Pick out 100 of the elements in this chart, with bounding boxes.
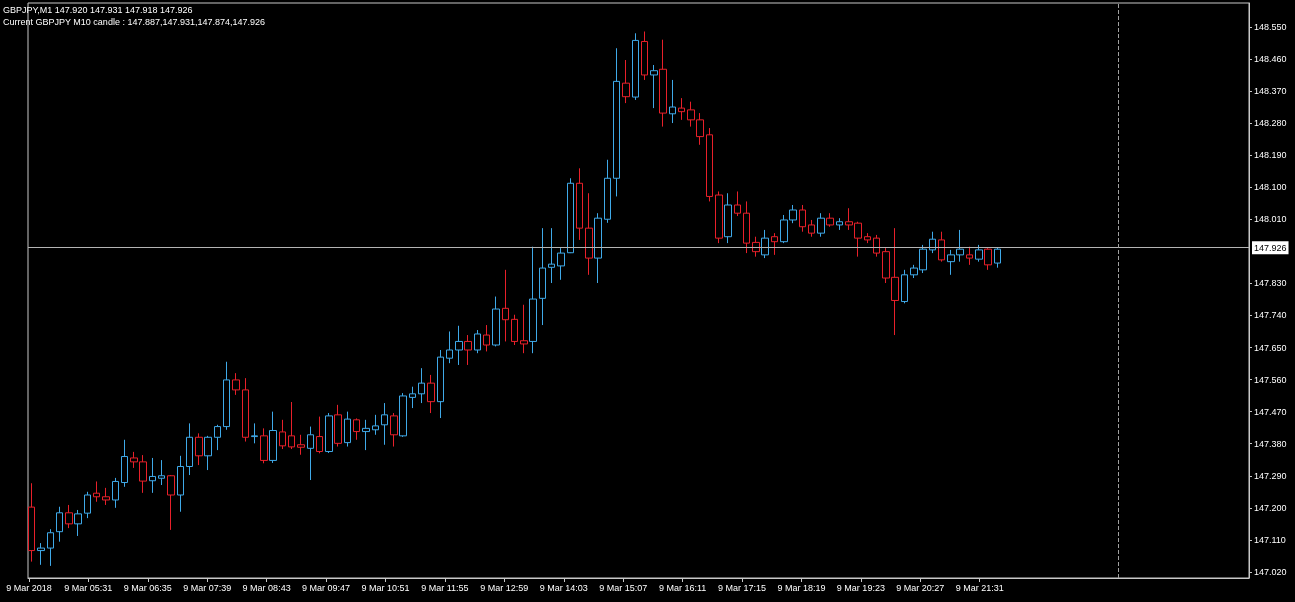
candlestick bbox=[288, 401, 295, 450]
candlestick bbox=[474, 329, 481, 354]
candlestick bbox=[102, 487, 110, 506]
candlestick bbox=[678, 97, 685, 121]
candlestick bbox=[492, 296, 500, 347]
x-tick-label: 9 Mar 18:19 bbox=[777, 582, 826, 593]
x-tick-label: 9 Mar 11:55 bbox=[421, 582, 469, 593]
y-tick-label: 148.460 bbox=[1254, 53, 1287, 64]
y-tick-label: 148.010 bbox=[1254, 214, 1287, 225]
x-tick-label: 9 Mar 14:03 bbox=[539, 582, 588, 593]
candlestick bbox=[307, 426, 314, 481]
candlestick bbox=[56, 506, 63, 543]
candlestick bbox=[427, 374, 435, 414]
x-tick-label: 9 Mar 2018 bbox=[6, 582, 52, 593]
candlestick bbox=[28, 482, 35, 563]
candlestick bbox=[84, 491, 91, 519]
candlestick bbox=[381, 402, 388, 446]
candlestick bbox=[223, 361, 230, 431]
candlestick bbox=[47, 528, 54, 567]
candlestick bbox=[604, 159, 611, 224]
x-tick-label: 9 Mar 09:47 bbox=[302, 582, 351, 593]
candlestick bbox=[167, 474, 175, 531]
x-tick-label: 9 Mar 05:31 bbox=[64, 582, 113, 593]
candlestick bbox=[372, 414, 379, 436]
candlestick bbox=[799, 204, 806, 233]
candlestick bbox=[502, 269, 509, 342]
y-tick-label: 147.380 bbox=[1254, 438, 1287, 449]
candlestick bbox=[632, 32, 639, 101]
candlestick bbox=[279, 419, 286, 450]
candlestick bbox=[966, 246, 973, 266]
candlestick bbox=[734, 190, 741, 217]
candlestick bbox=[214, 424, 221, 451]
candlestick bbox=[112, 477, 119, 509]
candlestick bbox=[641, 31, 648, 81]
candlestick bbox=[418, 367, 425, 404]
candlestick bbox=[344, 411, 351, 448]
candlestick bbox=[483, 324, 490, 352]
y-tick-label: 147.650 bbox=[1254, 342, 1287, 353]
x-tick-label: 9 Mar 19:23 bbox=[836, 582, 885, 593]
candlestick bbox=[297, 434, 305, 456]
candlestick bbox=[836, 217, 843, 231]
candlestick bbox=[121, 439, 128, 488]
y-tick-label: 148.190 bbox=[1254, 150, 1287, 161]
candlestick bbox=[613, 47, 620, 197]
candlestick bbox=[446, 330, 453, 364]
candlestick bbox=[362, 419, 370, 451]
candlestick bbox=[771, 232, 778, 256]
candlestick bbox=[706, 127, 713, 202]
x-tick-label: 9 Mar 12:59 bbox=[480, 582, 529, 593]
candlestick bbox=[511, 314, 518, 346]
y-tick-label: 148.370 bbox=[1254, 86, 1287, 96]
text: Current GBPJPY M10 candle : 147.887,147.931,147.874,147.926 bbox=[3, 16, 266, 27]
candlestick bbox=[409, 386, 416, 409]
chart-title: GBPJPY,M1 147.920 147.931 147.918 147.926 bbox=[3, 4, 193, 15]
y-tick-label: 147.200 bbox=[1254, 502, 1287, 513]
candlestick bbox=[437, 349, 444, 419]
candlestick bbox=[669, 79, 676, 124]
ref-line-label: 147.926 bbox=[1254, 242, 1287, 253]
candlestick bbox=[353, 417, 360, 441]
candlestick bbox=[994, 246, 1001, 269]
candlestick bbox=[557, 247, 565, 281]
x-tick-label: 9 Mar 17:15 bbox=[718, 582, 767, 593]
y-tick-label: 147.470 bbox=[1254, 406, 1287, 417]
x-tick-label: 9 Mar 07:39 bbox=[183, 582, 232, 593]
candlestick bbox=[901, 269, 908, 304]
candlestick bbox=[232, 372, 240, 396]
candlestick bbox=[149, 457, 156, 494]
y-tick-label: 147.020 bbox=[1254, 566, 1287, 577]
x-tick-label: 9 Mar 15:07 bbox=[599, 582, 648, 593]
candlestick bbox=[186, 422, 193, 476]
candlestick bbox=[873, 234, 880, 258]
candlestick bbox=[938, 231, 945, 263]
candlestick bbox=[177, 455, 184, 513]
candlestick bbox=[539, 227, 546, 326]
y-tick-label: 147.830 bbox=[1254, 278, 1287, 289]
candlestick bbox=[864, 232, 871, 244]
candlestick bbox=[93, 480, 100, 503]
candlestick bbox=[808, 219, 815, 238]
candlestick bbox=[743, 200, 750, 254]
candlestick bbox=[567, 177, 574, 254]
y-tick-label: 147.110 bbox=[1254, 534, 1286, 545]
y-tick-label: 147.290 bbox=[1254, 470, 1287, 481]
candlestick bbox=[576, 167, 583, 241]
candlestick bbox=[158, 459, 165, 486]
x-tick-label: 9 Mar 10:51 bbox=[361, 582, 410, 593]
y-tick-label: 148.550 bbox=[1254, 21, 1287, 32]
x-tick-label: 9 Mar 16:11 bbox=[658, 582, 707, 593]
y-tick-label: 148.280 bbox=[1254, 118, 1287, 129]
candlestick bbox=[316, 416, 323, 454]
x-tick-label: 9 Mar 21:31 bbox=[955, 582, 1004, 593]
candlestick bbox=[251, 422, 258, 444]
candlestick bbox=[37, 542, 45, 566]
candlestick bbox=[242, 377, 249, 443]
x-tick-label: 9 Mar 06:35 bbox=[123, 582, 172, 593]
candlestick bbox=[622, 59, 630, 104]
x-tick-label: 9 Mar 20:27 bbox=[896, 582, 945, 593]
candlestick bbox=[929, 231, 936, 254]
y-tick-label: 148.100 bbox=[1254, 182, 1287, 193]
candlestick bbox=[548, 227, 555, 284]
x-tick-label: 9 Mar 08:43 bbox=[242, 582, 291, 593]
